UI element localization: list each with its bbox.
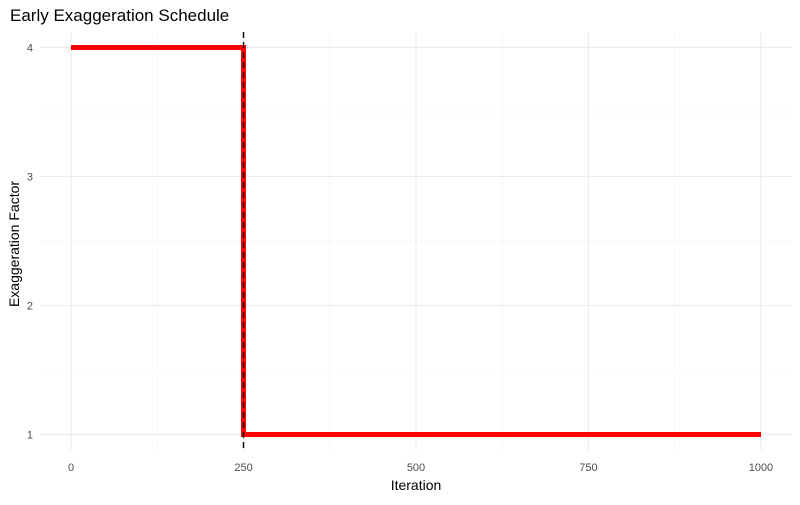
- x-tick-labels: 0 250 500 750 1000: [68, 462, 773, 474]
- y-tick-label: 1: [27, 430, 33, 442]
- y-tick-label: 2: [27, 301, 33, 313]
- x-tick-label: 1000: [749, 462, 773, 474]
- x-tick-label: 0: [68, 462, 74, 474]
- y-tick-label: 3: [27, 171, 33, 183]
- x-tick-label: 500: [407, 462, 425, 474]
- y-axis-title: Exaggeration Factor: [6, 181, 22, 307]
- x-axis-title: Iteration: [391, 477, 442, 493]
- x-tick-label: 250: [234, 462, 252, 474]
- x-tick-label: 750: [579, 462, 597, 474]
- series-line: [71, 45, 761, 437]
- chart-title: Early Exaggeration Schedule: [10, 6, 229, 25]
- y-tick-label: 4: [27, 42, 33, 54]
- y-tick-labels: 1 2 3 4: [27, 42, 33, 441]
- series-layer: [71, 45, 761, 437]
